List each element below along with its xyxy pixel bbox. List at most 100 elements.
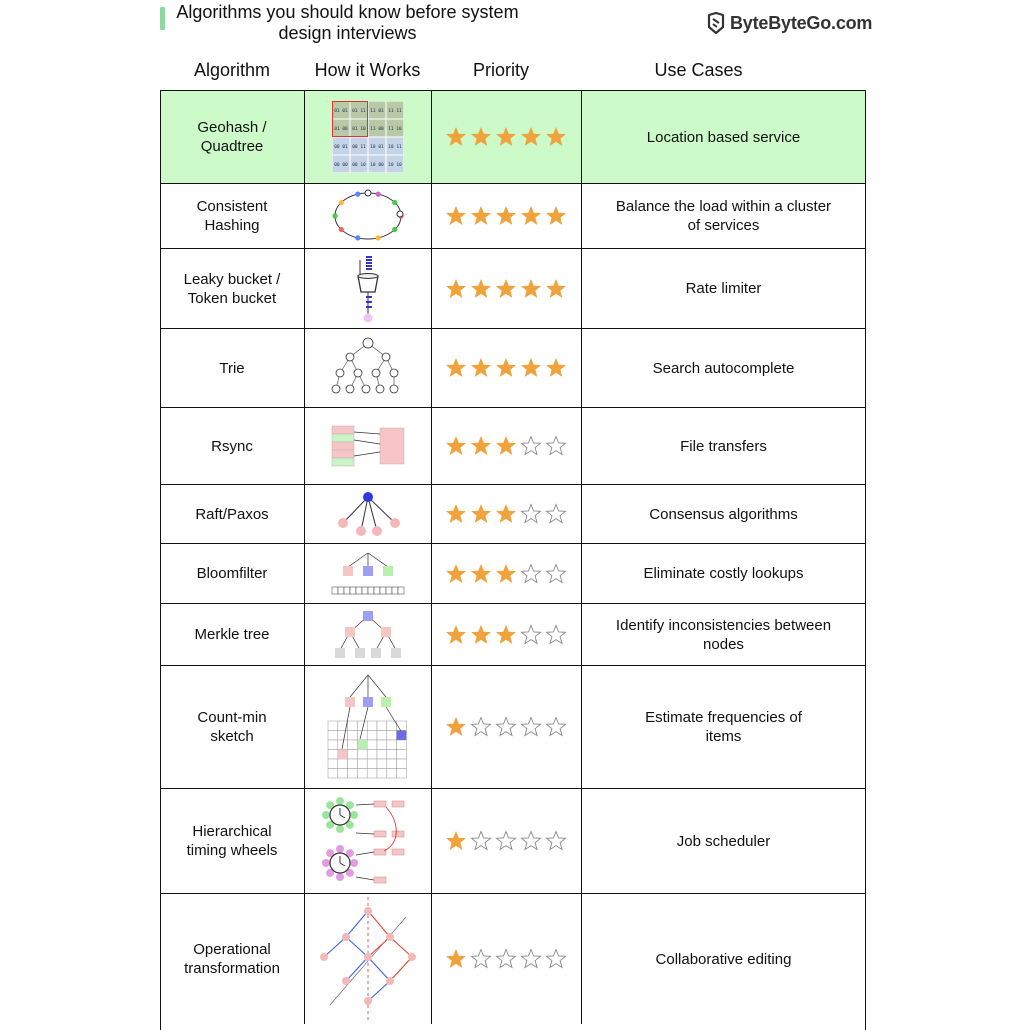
priority-cell (431, 666, 581, 788)
use-case-cell: Balance the load within a cluster of ser… (581, 184, 866, 248)
star-empty-icon (495, 830, 517, 851)
use-case-text: File transfers (680, 437, 767, 455)
star-filled-icon (445, 357, 467, 378)
svg-text:00 00: 00 00 (334, 162, 348, 168)
ot-diamond-icon (316, 897, 420, 1021)
title-accent-bar (160, 7, 165, 30)
svg-text:01 11: 01 11 (352, 108, 366, 114)
use-case-cell: Search autocomplete (581, 329, 866, 407)
priority-rating (445, 357, 567, 379)
hash-ring-icon (328, 186, 408, 246)
star-filled-icon (445, 624, 467, 644)
use-case-text: Estimate frequencies of items (645, 709, 802, 745)
svg-text:10 00: 10 00 (370, 162, 384, 168)
star-filled-icon (445, 435, 467, 456)
star-filled-icon (495, 503, 517, 524)
use-case-cell: Location based service (581, 91, 866, 183)
use-case-cell: Collaborative editing (581, 894, 866, 1024)
star-empty-icon (520, 435, 542, 456)
star-empty-icon (545, 948, 567, 969)
how-it-works-cell (304, 666, 431, 788)
star-filled-icon (470, 503, 492, 524)
algorithm-cell: Geohash / Quadtree (160, 91, 304, 183)
table-row: Leaky bucket / Token bucket Rate limiter (160, 248, 866, 328)
geohash-grid-icon: 01 01 01 11 11 01 11 11 01 00 01 10 11 00 11 10… (331, 101, 404, 173)
svg-text:11 01: 11 01 (370, 108, 384, 114)
use-case-text: Eliminate costly lookups (643, 565, 804, 582)
star-empty-icon (520, 623, 542, 645)
star-filled-icon (545, 357, 567, 378)
algorithm-cell: Leaky bucket / Token bucket (160, 249, 304, 328)
how-it-works-cell (304, 544, 431, 603)
star-empty-icon (470, 830, 492, 851)
algorithm-cell: Bloomfilter (160, 544, 304, 603)
leader-followers-icon (333, 491, 403, 537)
table-row: Merkle tree Identify inconsistencies betw… (160, 603, 866, 665)
star-empty-icon (545, 830, 567, 851)
algorithm-name: Consistent Hashing (196, 198, 268, 234)
algorithm-cell: Raft/Paxos (160, 485, 304, 543)
star-empty-icon (545, 623, 567, 645)
how-it-works-cell (304, 408, 431, 484)
priority-rating (445, 830, 567, 852)
use-case-text: Collaborative editing (655, 950, 792, 968)
priority-cell (431, 329, 581, 407)
algorithm-name: Merkle tree (194, 626, 270, 643)
star-filled-icon (495, 624, 517, 644)
use-case-cell: Job scheduler (581, 789, 866, 893)
svg-text:10 11: 10 11 (388, 144, 402, 150)
star-empty-icon (545, 503, 567, 524)
table-row: Rsync File transfers (160, 407, 866, 484)
svg-text:10 01: 10 01 (370, 144, 384, 150)
algorithm-name: Leaky bucket / Token bucket (183, 270, 281, 307)
table-row: Bloomfilter Eliminate costly lookups (160, 543, 866, 603)
star-filled-icon (545, 205, 567, 226)
svg-text:00 01: 00 01 (334, 144, 348, 150)
how-it-works-cell (304, 329, 431, 407)
use-case-cell: Consensus algorithms (581, 485, 866, 543)
column-divider (304, 90, 305, 1024)
algorithm-cell: Operational transformation (160, 894, 304, 1024)
star-filled-icon (495, 278, 517, 298)
trie-tree-icon (328, 335, 408, 401)
star-filled-icon (495, 205, 517, 226)
algorithm-cell: Count-min sketch (160, 666, 304, 788)
column-divider (581, 90, 582, 1024)
star-filled-icon (470, 126, 492, 147)
use-case-text: Rate limiter (685, 280, 762, 297)
how-it-works-cell (304, 485, 431, 543)
priority-rating (445, 503, 567, 525)
star-filled-icon (445, 948, 467, 969)
priority-cell (431, 789, 581, 893)
svg-text:01 10: 01 10 (352, 126, 366, 132)
priority-cell (431, 184, 581, 248)
star-filled-icon (495, 126, 517, 147)
svg-text:11 11: 11 11 (388, 108, 402, 114)
svg-text:11 00: 11 00 (370, 126, 384, 132)
star-filled-icon (470, 357, 492, 378)
use-case-text: Location based service (646, 128, 801, 146)
algorithm-name: Count-min sketch (197, 709, 267, 745)
how-it-works-cell (304, 789, 431, 893)
star-empty-icon (470, 716, 492, 737)
table-row: Operational transformation Collaborative … (160, 893, 866, 1024)
priority-cell (431, 485, 581, 543)
star-empty-icon (520, 562, 542, 584)
priority-cell (431, 249, 581, 328)
use-case-text: Job scheduler (676, 832, 771, 850)
star-empty-icon (545, 716, 567, 737)
priority-cell (431, 604, 581, 665)
star-empty-icon (470, 948, 492, 969)
star-empty-icon (545, 562, 567, 584)
table-row: Consistent Hashing Balance the load withi… (160, 183, 866, 248)
timing-wheel-icon (321, 793, 414, 889)
svg-text:10 10: 10 10 (388, 162, 402, 168)
star-filled-icon (470, 624, 492, 644)
column-header-priority: Priority (472, 60, 529, 80)
bytebytego-logo-icon (707, 12, 725, 34)
how-it-works-cell (304, 249, 431, 328)
star-empty-icon (545, 435, 567, 456)
star-empty-icon (520, 503, 542, 524)
star-filled-icon (545, 126, 567, 147)
priority-cell (431, 91, 581, 183)
